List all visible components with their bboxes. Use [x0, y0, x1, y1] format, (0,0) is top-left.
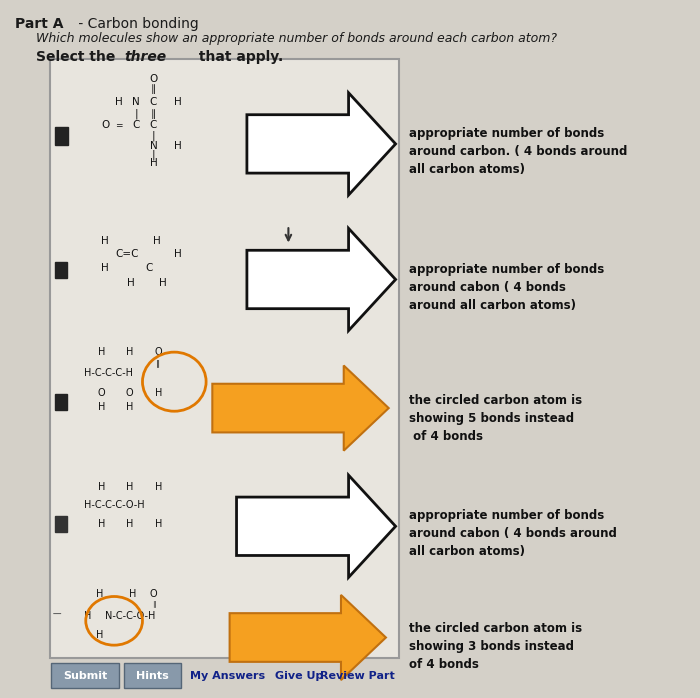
Polygon shape [247, 228, 396, 331]
Text: Give Up: Give Up [274, 671, 323, 681]
Text: O: O [150, 588, 158, 599]
Text: H: H [155, 388, 162, 398]
Text: H: H [150, 158, 158, 168]
Text: H: H [129, 588, 137, 599]
Text: |: | [134, 109, 138, 119]
Text: |: | [152, 131, 155, 141]
Text: N: N [132, 97, 140, 107]
Text: N: N [150, 141, 158, 151]
Text: O: O [155, 348, 162, 357]
Text: Which molecules show an appropriate number of bonds around each carbon atom?: Which molecules show an appropriate numb… [36, 32, 557, 45]
Text: |: | [152, 149, 155, 160]
Text: H: H [98, 482, 106, 491]
Text: H: H [98, 402, 106, 412]
Bar [55, 516, 67, 532]
Bar [55, 127, 69, 145]
Text: H: H [174, 141, 181, 151]
Text: H: H [155, 519, 162, 529]
Text: H: H [174, 248, 181, 259]
Text: appropriate number of bonds
around cabon ( 4 bonds
around all carbon atoms): appropriate number of bonds around cabon… [410, 263, 605, 313]
Text: Review Part: Review Part [319, 671, 394, 681]
Text: H: H [98, 348, 106, 357]
Text: three: three [125, 50, 167, 64]
Text: C: C [145, 262, 153, 273]
Text: H: H [125, 348, 133, 357]
Text: C: C [132, 120, 140, 130]
Text: H: H [96, 630, 104, 641]
Text: Select the: Select the [36, 50, 120, 64]
Text: ∥: ∥ [152, 600, 155, 607]
Polygon shape [237, 475, 396, 577]
Text: H: H [155, 482, 162, 491]
Text: H: H [115, 97, 122, 107]
Text: H: H [102, 236, 109, 246]
Text: H: H [127, 278, 134, 288]
Text: H: H [174, 97, 181, 107]
Text: Part A: Part A [15, 17, 64, 31]
Text: N-C-C-O-H: N-C-C-O-H [105, 611, 155, 621]
Polygon shape [247, 93, 396, 195]
Polygon shape [212, 366, 388, 451]
Text: H: H [96, 588, 104, 599]
Text: H: H [125, 402, 133, 412]
Text: H: H [153, 236, 161, 246]
Text: C: C [150, 120, 158, 130]
Text: appropriate number of bonds
around carbon. ( 4 bonds around
all carbon atoms): appropriate number of bonds around carbo… [410, 126, 628, 175]
Text: the circled carbon atom is
showing 5 bonds instead
 of 4 bonds: the circled carbon atom is showing 5 bon… [410, 394, 582, 443]
Text: −: − [52, 608, 62, 621]
Text: H: H [125, 519, 133, 529]
Text: C=C: C=C [116, 248, 139, 259]
Text: H: H [159, 278, 167, 288]
Text: ∥: ∥ [151, 109, 156, 119]
Bar [125, 663, 181, 688]
Bar [50, 59, 399, 658]
Text: that apply.: that apply. [194, 50, 283, 64]
Text: appropriate number of bonds
around cabon ( 4 bonds around
all carbon atoms): appropriate number of bonds around cabon… [410, 509, 617, 558]
Text: O: O [149, 74, 158, 84]
Polygon shape [230, 595, 386, 680]
Text: ∥: ∥ [151, 84, 156, 94]
Bar [55, 394, 67, 410]
Bar [55, 262, 67, 278]
Bar [51, 663, 119, 688]
Text: ∥: ∥ [156, 357, 160, 366]
Text: O: O [101, 120, 109, 130]
Text: Submit: Submit [63, 671, 107, 681]
Text: My Answers: My Answers [190, 671, 265, 681]
Text: H-C-C-C-O-H: H-C-C-C-O-H [85, 500, 145, 510]
Text: Hints: Hints [136, 671, 169, 681]
Text: O: O [125, 388, 133, 398]
Text: C: C [150, 97, 158, 107]
Text: - Carbon bonding: - Carbon bonding [74, 17, 199, 31]
Text: H: H [84, 611, 92, 621]
Text: =: = [116, 121, 122, 130]
Text: the circled carbon atom is
showing 3 bonds instead
of 4 bonds: the circled carbon atom is showing 3 bon… [410, 622, 582, 671]
Text: H: H [102, 262, 109, 273]
Text: H: H [125, 482, 133, 491]
Text: H: H [98, 519, 106, 529]
Text: O: O [98, 388, 106, 398]
Text: H-C-C-C-H: H-C-C-C-H [85, 369, 134, 378]
